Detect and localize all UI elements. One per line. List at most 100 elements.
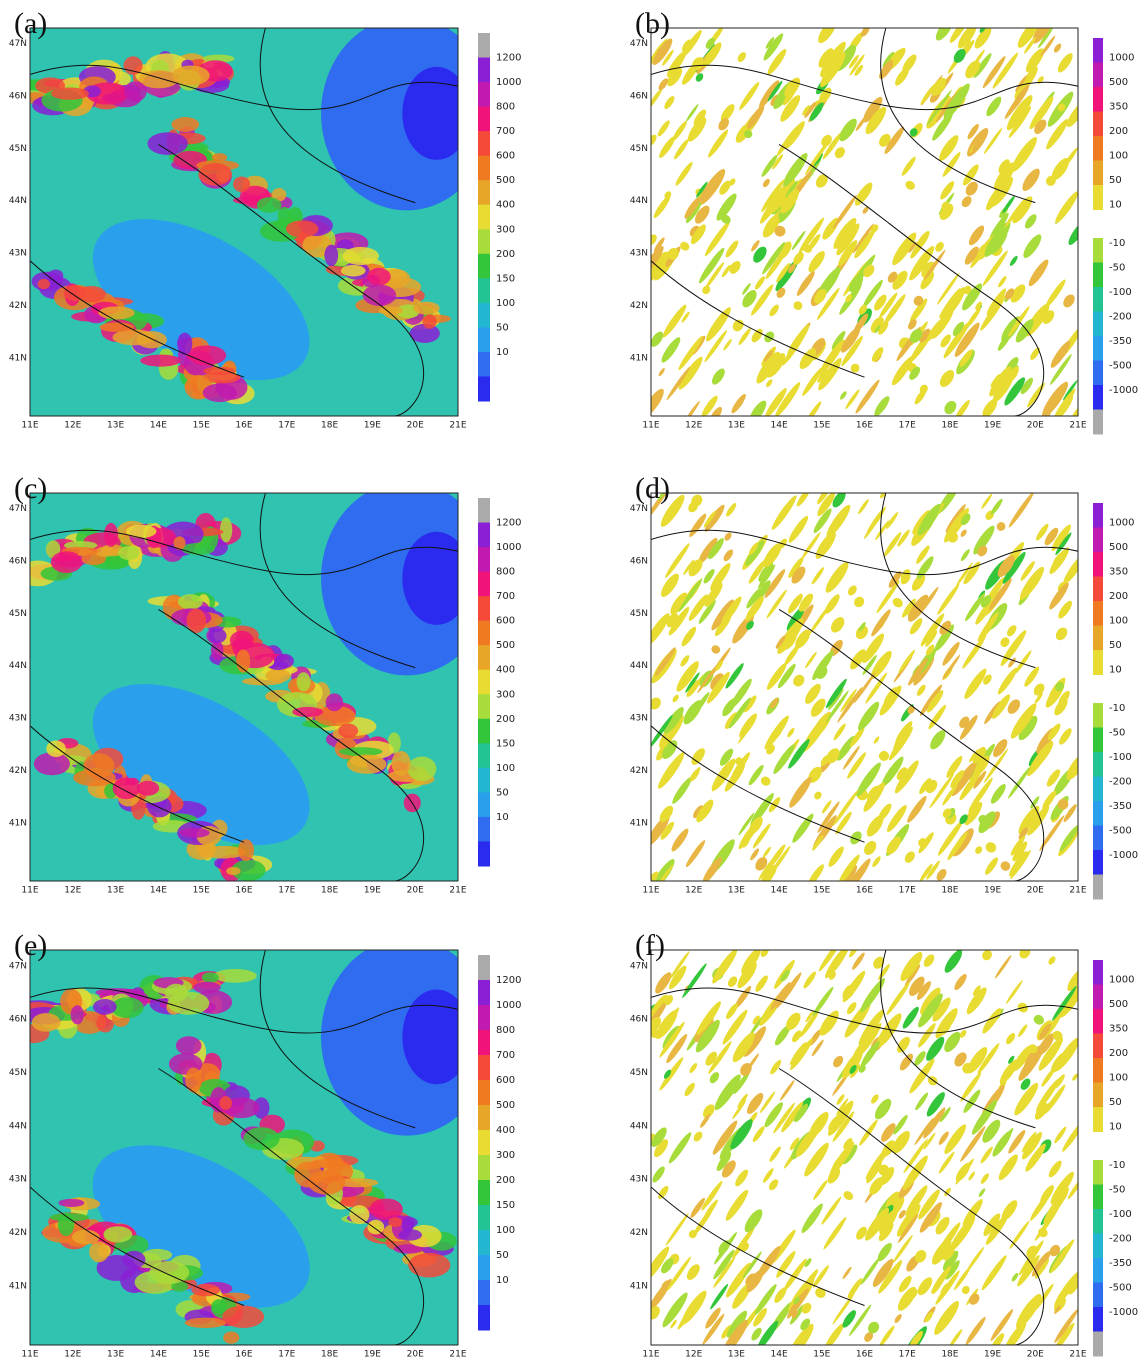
relief: [126, 525, 157, 538]
colorbar-label: 500: [496, 175, 515, 186]
colorbar-segment: [1093, 136, 1103, 161]
colorbar-segment: [478, 1005, 490, 1031]
colorbar-segment: [1093, 577, 1103, 602]
lon-label: 13E: [107, 886, 124, 896]
lon-label: 16E: [856, 1350, 873, 1360]
lat-label: 46N: [630, 91, 648, 101]
lat-label: 43N: [9, 714, 27, 724]
relief: [89, 1241, 109, 1262]
colorbar-label: 200: [1109, 126, 1128, 137]
lat-label: 47N: [630, 39, 648, 49]
colorbar-label: 1000: [496, 542, 521, 553]
relief: [58, 1199, 84, 1207]
colorbar-segment: [1093, 985, 1103, 1010]
relief: [212, 153, 227, 161]
relief: [222, 1306, 264, 1328]
relief: [324, 245, 338, 267]
colorbar-label: 150: [496, 273, 515, 284]
lon-label: 19E: [984, 421, 1001, 431]
relief: [46, 740, 66, 757]
relief: [326, 693, 344, 711]
lat-label: 43N: [630, 714, 648, 724]
lon-label: 17E: [278, 886, 295, 896]
relief: [308, 1170, 345, 1195]
colorbar-label: 700: [496, 591, 515, 602]
colorbar-segment: [1093, 1058, 1103, 1083]
colorbar-segment: [1093, 1034, 1103, 1059]
colorbar-segment: [1093, 528, 1103, 553]
colorbar-label: 600: [496, 616, 515, 627]
lat-label: 43N: [9, 1175, 27, 1185]
colorbar-segment: [478, 205, 490, 230]
lon-label: 14E: [771, 886, 788, 896]
colorbar-label: 200: [1109, 591, 1128, 602]
relief: [51, 551, 83, 573]
lon-label: 20E: [407, 421, 424, 431]
colorbar-segment: [478, 352, 490, 377]
colorbar-label: -350: [1109, 801, 1132, 812]
colorbar-label: -1000: [1109, 1307, 1138, 1318]
colorbar-segment: [478, 621, 490, 646]
colorbar-segment: [478, 645, 490, 670]
relief: [220, 517, 232, 542]
lat-label: 44N: [630, 661, 648, 671]
colorbar-segment: [478, 596, 490, 621]
relief: [211, 640, 223, 660]
map-panel: (d)11E12E13E14E15E16E17E18E19E20E21E47N4…: [630, 472, 1138, 900]
colorbar-label: 150: [496, 738, 515, 749]
lon-label: 12E: [685, 886, 702, 896]
colorbar-segment: [1093, 626, 1103, 651]
colorbar-label: 10: [1109, 665, 1122, 676]
colorbar-segment: [478, 694, 490, 719]
colorbar-label: 1200: [496, 53, 521, 64]
lat-label: 45N: [630, 1068, 648, 1078]
lat-label: 46N: [630, 1015, 648, 1025]
lowland: [402, 532, 470, 625]
colorbar-label: -100: [1109, 752, 1132, 763]
lon-label: 21E: [1069, 421, 1086, 431]
lat-label: 47N: [9, 504, 27, 514]
relief: [408, 1253, 450, 1278]
colorbar-label: 200: [496, 714, 515, 725]
lon-label: 11E: [21, 1350, 38, 1360]
colorbar-label: 10: [496, 1275, 509, 1286]
colorbar-label: 10: [496, 812, 509, 823]
colorbar-label: -350: [1109, 336, 1132, 347]
lon-label: 21E: [449, 1350, 466, 1360]
panel-label: (b): [635, 7, 670, 40]
colorbar-segment: [1093, 801, 1103, 826]
lon-label: 15E: [193, 1350, 210, 1360]
relief: [343, 247, 379, 265]
colorbar-segment: [478, 792, 490, 817]
lon-label: 14E: [771, 421, 788, 431]
colorbar-label: -10: [1109, 238, 1125, 249]
relief: [413, 302, 439, 315]
colorbar-segment: [478, 1180, 490, 1206]
colorbar-segment: [1093, 752, 1103, 777]
lon-label: 15E: [193, 421, 210, 431]
lowland: [402, 990, 470, 1085]
relief: [238, 839, 254, 861]
colorbar-segment: [478, 1105, 490, 1131]
relief: [180, 828, 210, 838]
colorbar-segment: [478, 131, 490, 156]
lat-label: 47N: [9, 39, 27, 49]
colorbar-label: 10: [496, 347, 509, 358]
colorbar-segment: [478, 303, 490, 328]
colorbar-segment: [478, 670, 490, 695]
colorbar-segment: [478, 1205, 490, 1231]
colorbar-label: 1000: [1109, 53, 1134, 64]
colorbar-segment: [478, 547, 490, 572]
colorbar-label: 200: [496, 1175, 515, 1186]
colorbar-label: 800: [496, 1025, 515, 1036]
relief: [233, 176, 250, 192]
relief: [176, 1036, 202, 1055]
colorbar-label: 1000: [496, 1000, 521, 1011]
relief: [223, 1331, 239, 1343]
lon-label: 11E: [21, 421, 38, 431]
colorbar-label: 500: [496, 640, 515, 651]
relief: [185, 1318, 226, 1328]
lon-label: 18E: [941, 886, 958, 896]
relief: [123, 56, 142, 74]
lat-label: 44N: [9, 661, 27, 671]
